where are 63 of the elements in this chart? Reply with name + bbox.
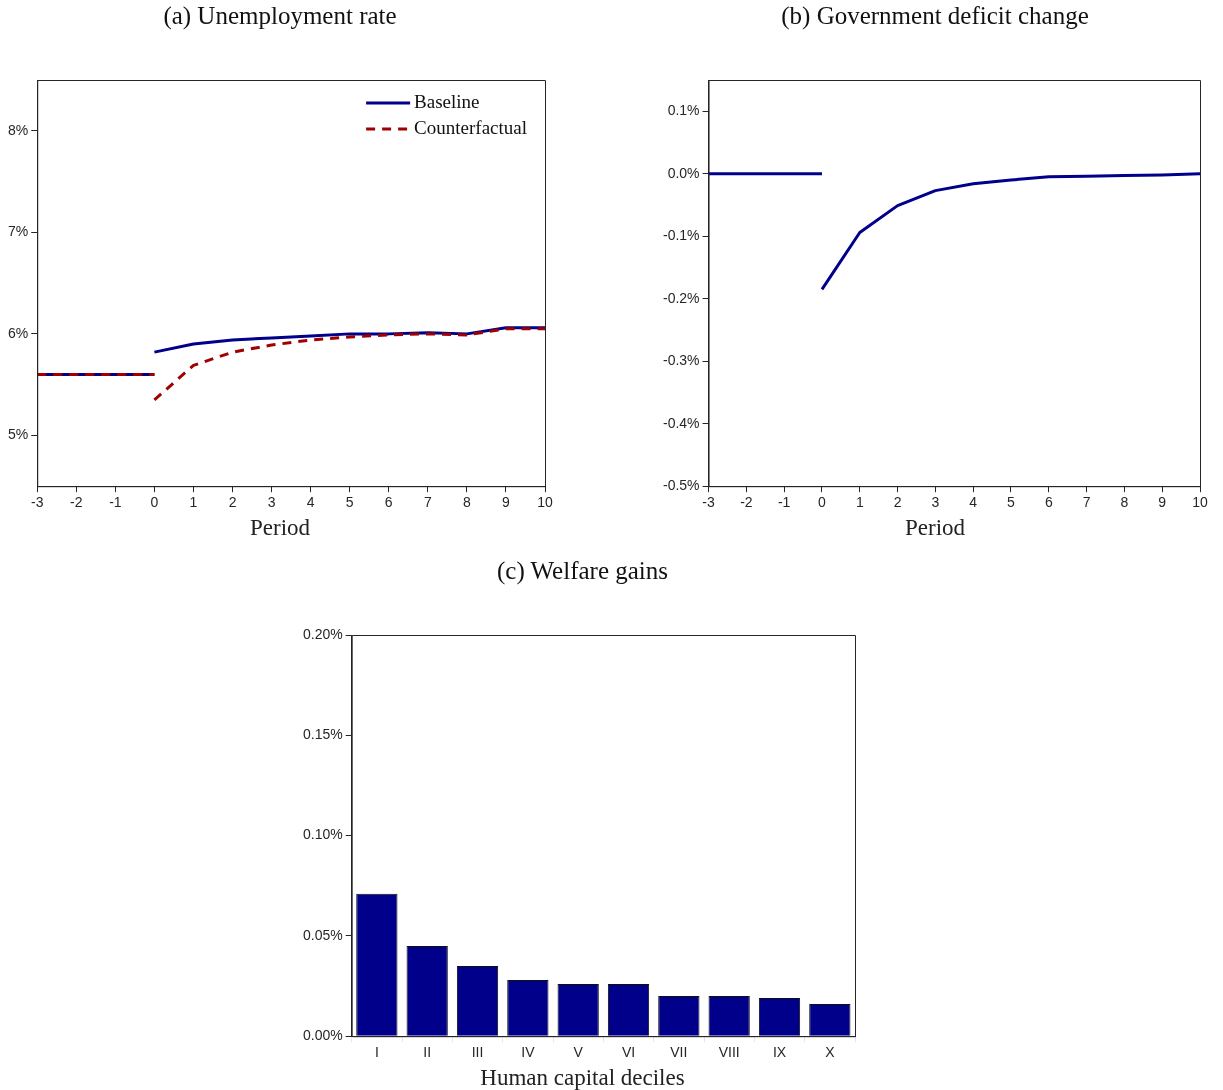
line-series bbox=[152, 327, 545, 402]
x-tick-label: 7 bbox=[1082, 494, 1091, 511]
x-tick-label: 7 bbox=[423, 494, 432, 511]
x-tick-label: VIII bbox=[718, 1044, 740, 1061]
y-tick-label: 0.20% bbox=[302, 625, 343, 642]
y-tick-label: 7% bbox=[8, 223, 29, 240]
x-axis-title: Period bbox=[903, 515, 967, 541]
y-tick-label: -0.3% bbox=[662, 352, 700, 369]
x-tick-label: 6 bbox=[1044, 494, 1053, 511]
y-tick-label: 8% bbox=[8, 121, 29, 138]
y-tick-label: 0.0% bbox=[667, 164, 700, 181]
chart-title: (b) Government deficit change bbox=[780, 2, 1090, 30]
x-tick-label: 9 bbox=[1158, 494, 1167, 511]
x-tick-label: 6 bbox=[384, 494, 393, 511]
chart-title: (a) Unemployment rate bbox=[162, 2, 398, 30]
x-tick-label: 0 bbox=[150, 494, 159, 511]
y-tick-label: 0.15% bbox=[302, 726, 343, 743]
x-tick-label: 1 bbox=[855, 494, 864, 511]
x-tick-label: I bbox=[374, 1044, 379, 1061]
x-tick-label: -1 bbox=[109, 494, 122, 511]
chart-title: (c) Welfare gains bbox=[495, 557, 669, 585]
y-tick-label: -0.1% bbox=[662, 227, 700, 244]
x-tick-label: -3 bbox=[702, 494, 716, 511]
x-tick-label: 5 bbox=[345, 494, 354, 511]
x-tick-label: 8 bbox=[462, 494, 471, 511]
x-tick-label: 10 bbox=[1192, 494, 1208, 511]
x-tick-label: 3 bbox=[931, 494, 940, 511]
y-tick-label: 0.00% bbox=[302, 1027, 343, 1044]
y-tick-label: -0.5% bbox=[662, 477, 700, 494]
y-tick-label: -0.2% bbox=[662, 289, 700, 306]
x-tick-label: IV bbox=[521, 1044, 536, 1061]
x-tick-label: 0 bbox=[818, 494, 827, 511]
x-tick-label: -1 bbox=[777, 494, 791, 511]
x-tick-label: IX bbox=[772, 1044, 787, 1061]
x-tick-label: 4 bbox=[306, 494, 315, 511]
x-tick-label: III bbox=[471, 1044, 484, 1061]
x-axis-title: Period bbox=[248, 515, 312, 541]
x-tick-label: X bbox=[825, 1044, 836, 1061]
x-tick-label: -2 bbox=[70, 494, 83, 511]
x-tick-label: 8 bbox=[1120, 494, 1129, 511]
y-tick-label: 0.05% bbox=[302, 926, 343, 943]
y-tick-label: 0.10% bbox=[302, 826, 343, 843]
x-tick-label: 2 bbox=[228, 494, 237, 511]
y-tick-label: 0.1% bbox=[667, 102, 700, 119]
legend-label: Baseline bbox=[414, 90, 480, 112]
x-tick-label: 4 bbox=[969, 494, 978, 511]
x-tick-label: II bbox=[423, 1044, 432, 1061]
x-tick-label: 5 bbox=[1007, 494, 1016, 511]
x-tick-label: VII bbox=[670, 1044, 688, 1061]
x-tick-label: 9 bbox=[502, 494, 511, 511]
x-tick-label: -3 bbox=[31, 494, 44, 511]
legend-label: Counterfactual bbox=[414, 116, 528, 138]
x-tick-label: 10 bbox=[537, 494, 553, 511]
x-tick-label: -2 bbox=[740, 494, 753, 511]
x-axis-title: Human capital deciles bbox=[479, 1065, 686, 1090]
y-tick-label: 5% bbox=[8, 426, 29, 443]
x-tick-label: 3 bbox=[267, 494, 276, 511]
y-tick-label: -0.4% bbox=[662, 414, 700, 431]
x-tick-label: V bbox=[573, 1044, 584, 1061]
x-tick-label: VI bbox=[621, 1044, 636, 1061]
x-tick-label: 1 bbox=[189, 494, 198, 511]
x-tick-label: 2 bbox=[893, 494, 902, 511]
y-tick-label: 6% bbox=[8, 324, 29, 341]
